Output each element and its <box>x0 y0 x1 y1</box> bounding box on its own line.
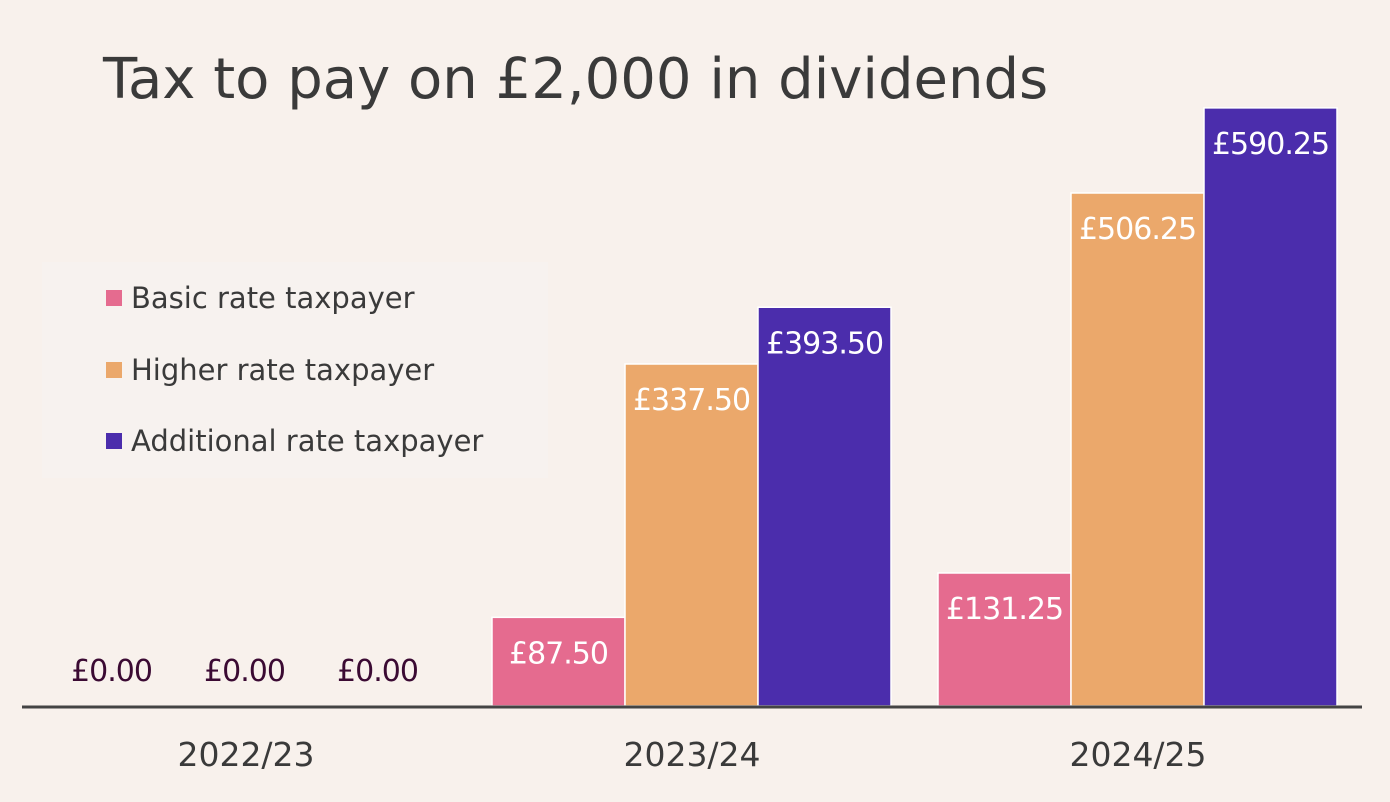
category-labels: 2022/23 2023/24 2024/25 <box>177 735 1206 774</box>
legend-swatch <box>106 433 122 449</box>
legend-swatch <box>106 290 122 306</box>
bar-2023-24-series-2 <box>624 363 759 707</box>
bar-value-label: £506.25 <box>1079 212 1196 247</box>
bar-2024-25-series-3 <box>1203 107 1338 707</box>
category-label: 2022/23 <box>177 735 314 774</box>
bars <box>491 107 1338 707</box>
chart-title: Tax to pay on £2,000 in dividends <box>102 47 1048 112</box>
legend-swatch <box>106 362 122 378</box>
bar-value-label: £337.50 <box>633 383 750 418</box>
bar-2024-25-series-2 <box>1070 192 1205 707</box>
bar-value-label: £131.25 <box>946 592 1063 627</box>
legend-box <box>42 262 548 478</box>
bar-value-label: £590.25 <box>1212 127 1329 162</box>
bar-2023-24-series-3 <box>757 306 892 707</box>
legend-label: Additional rate taxpayer <box>131 424 483 458</box>
bar-value-label: £0.00 <box>71 654 152 689</box>
bar-value-label: £0.00 <box>337 654 418 689</box>
legend: Basic rate taxpayer Higher rate taxpayer A… <box>42 262 548 478</box>
bar-labels: £0.00 £0.00 £0.00 £87.50 £337.50 £393.50 £131.… <box>71 127 1330 689</box>
bar-2024-25-series-1 <box>937 572 1072 707</box>
category-label: 2024/25 <box>1069 735 1206 774</box>
legend-label: Higher rate taxpayer <box>131 353 434 387</box>
bar-value-label: £87.50 <box>509 636 608 671</box>
bar-value-label: £393.50 <box>766 326 883 361</box>
category-label: 2023/24 <box>623 735 760 774</box>
bar-value-label: £0.00 <box>204 654 285 689</box>
legend-label: Basic rate taxpayer <box>131 281 415 315</box>
bar-2023-24-series-1 <box>491 616 626 707</box>
